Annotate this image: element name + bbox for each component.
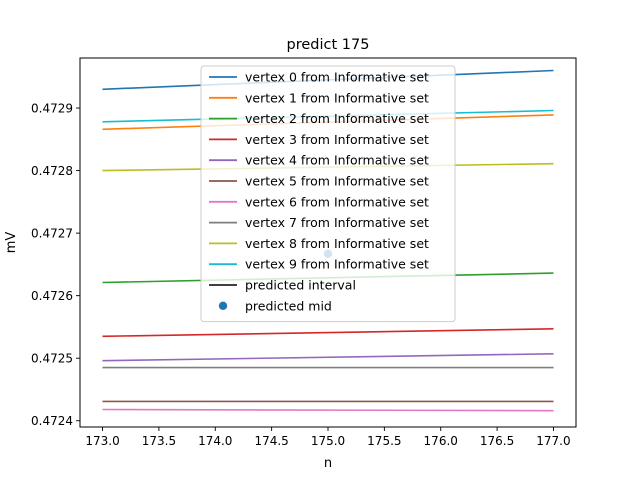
- y-axis-label: mV: [4, 232, 19, 254]
- x-tick-label: 173.5: [142, 434, 176, 448]
- y-tick-label: 0.4728: [31, 164, 73, 178]
- x-tick-label: 177.0: [536, 434, 570, 448]
- x-tick-label: 174.0: [198, 434, 232, 448]
- legend-swatch-predicted-mid: [218, 301, 228, 310]
- x-axis-label: n: [324, 456, 332, 471]
- x-axis: 173.0 173.5 174.0 174.5 175.0 175.5 176.0 176.5…: [85, 427, 571, 448]
- legend-label: vertex 0 from Informative set: [245, 70, 429, 85]
- legend-label: vertex 7 from Informative set: [245, 215, 429, 230]
- y-tick-label: 0.4727: [31, 226, 73, 240]
- legend-label: predicted mid: [245, 298, 332, 313]
- legend-label: predicted interval: [245, 278, 356, 293]
- legend-box: [200, 65, 456, 323]
- legend-label: vertex 1 from Informative set: [245, 90, 429, 105]
- legend-label: vertex 5 from Informative set: [245, 174, 429, 189]
- legend-label: vertex 4 from Informative set: [245, 153, 429, 168]
- x-tick-label: 175.0: [311, 434, 345, 448]
- x-tick-label: 174.5: [254, 434, 288, 448]
- legend: vertex 0 from Informative set vertex 1 fr…: [200, 65, 456, 323]
- y-tick-label: 0.4726: [31, 289, 73, 303]
- legend-label: vertex 6 from Informative set: [245, 194, 429, 209]
- y-tick-label: 0.4725: [31, 352, 73, 366]
- chart-title: predict 175: [287, 37, 370, 53]
- series-line-vertex-3: [102, 328, 554, 338]
- y-axis: 0.4724 0.4725 0.4726 0.4727 0.4728 0.4729: [31, 101, 80, 428]
- y-tick-label: 0.4729: [31, 101, 73, 115]
- x-tick-label: 173.0: [85, 434, 119, 448]
- x-tick-label: 175.5: [367, 434, 401, 448]
- y-tick-label: 0.4724: [31, 414, 73, 428]
- legend-label: vertex 3 from Informative set: [245, 132, 429, 147]
- x-tick-label: 176.5: [480, 434, 514, 448]
- x-tick-label: 176.0: [424, 434, 458, 448]
- series-line-vertex-6: [102, 408, 554, 412]
- legend-label: vertex 2 from Informative set: [245, 111, 429, 126]
- legend-label: vertex 9 from Informative set: [245, 257, 429, 272]
- series-line-vertex-4: [102, 353, 554, 362]
- legend-label: vertex 8 from Informative set: [245, 236, 429, 251]
